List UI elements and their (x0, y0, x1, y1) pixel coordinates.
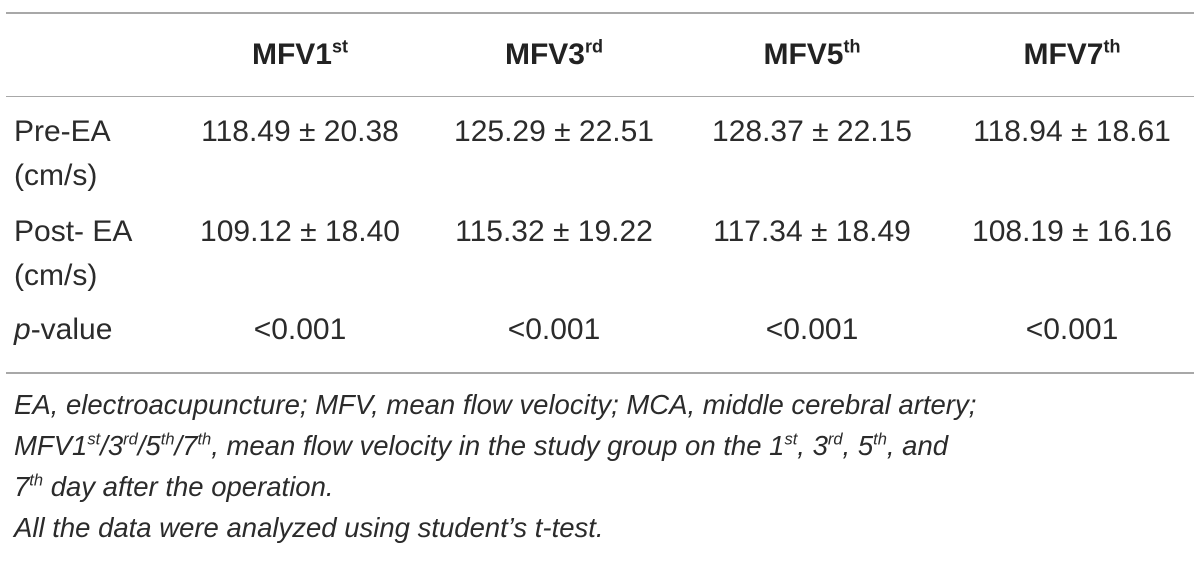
table-cell: 128.37 ± 22.15 (712, 115, 912, 148)
column-header-base: MFV5 (763, 38, 844, 71)
footnote-sup: th (29, 471, 44, 490)
column-header-base: MFV7 (1023, 38, 1104, 71)
header-bottom-rule (6, 96, 1194, 97)
table-cell: <0.001 (507, 313, 601, 346)
column-header-sup: th (1103, 36, 1121, 57)
footnote-text: , and (886, 430, 949, 461)
footnote-text: 7 (14, 471, 30, 502)
row-label-line2: (cm/s) (14, 259, 98, 292)
p-value-rest: -value (30, 313, 113, 346)
column-header-mfv7: MFV7th (954, 33, 1190, 77)
footnote-text: /3 (100, 430, 124, 461)
footnote-line-1: EA, electroacupuncture; MFV, mean flow v… (14, 389, 977, 420)
footnote-line-2: MFV1st/3rd/5th/7th, mean flow velocity i… (14, 425, 1186, 466)
footnote-sup: th (160, 430, 175, 449)
column-header-sup: th (843, 36, 861, 57)
footnote-text: /7 (174, 430, 198, 461)
table-cell: 115.32 ± 19.22 (455, 215, 653, 248)
table-bottom-rule (6, 372, 1194, 374)
table-cell: 118.49 ± 20.38 (201, 115, 399, 148)
column-header-mfv5: MFV5th (694, 33, 930, 77)
footnote-text: , mean flow velocity in the study group … (211, 430, 785, 461)
column-header-mfv1: MFV1st (182, 33, 418, 77)
row-label-line1: Post- EA (14, 215, 133, 248)
column-header-mfv3: MFV3rd (436, 33, 672, 77)
footnote-line-3: 7th day after the operation. (14, 466, 1186, 507)
footnote-text: /5 (137, 430, 161, 461)
table-cell: 125.29 ± 22.51 (454, 115, 654, 148)
table-top-rule (6, 12, 1194, 14)
row-label-pre-ea: Pre-EA (cm/s) (14, 110, 111, 198)
column-header-base: MFV1 (251, 38, 332, 71)
table-cell: <0.001 (253, 313, 347, 346)
row-label-p-value: p-value (14, 308, 112, 352)
table-cell: 108.19 ± 16.16 (972, 215, 1172, 248)
footnote-sup: st (784, 430, 798, 449)
footnote-sup: rd (123, 430, 138, 449)
row-label-post-ea: Post- EA (cm/s) (14, 210, 132, 298)
footnote-text: , 3 (797, 430, 828, 461)
footnote-sup: th (873, 430, 887, 449)
table-cell: 109.12 ± 18.40 (200, 215, 400, 248)
row-label-line1: Pre-EA (14, 115, 111, 148)
footnote-text: day after the operation. (43, 471, 334, 502)
row-label-line2: (cm/s) (14, 159, 98, 192)
table-cell: 117.34 ± 18.49 (713, 215, 911, 248)
footnote-text: MFV1 (14, 430, 88, 461)
footnote-sup: rd (827, 430, 843, 449)
table-cell: <0.001 (765, 313, 859, 346)
table-footnote: EA, electroacupuncture; MFV, mean flow v… (14, 384, 1186, 548)
table-cell: <0.001 (1025, 313, 1119, 346)
p-italic: p (14, 313, 31, 346)
footnote-sup: th (197, 430, 212, 449)
footnote-line-4: All the data were analyzed using student… (14, 512, 604, 543)
column-header-base: MFV3 (504, 38, 585, 71)
footnote-sup: st (87, 430, 101, 449)
column-header-sup: rd (585, 36, 603, 57)
column-header-sup: st (332, 36, 349, 57)
footnote-text: , 5 (842, 430, 874, 461)
table-cell: 118.94 ± 18.61 (973, 115, 1171, 148)
